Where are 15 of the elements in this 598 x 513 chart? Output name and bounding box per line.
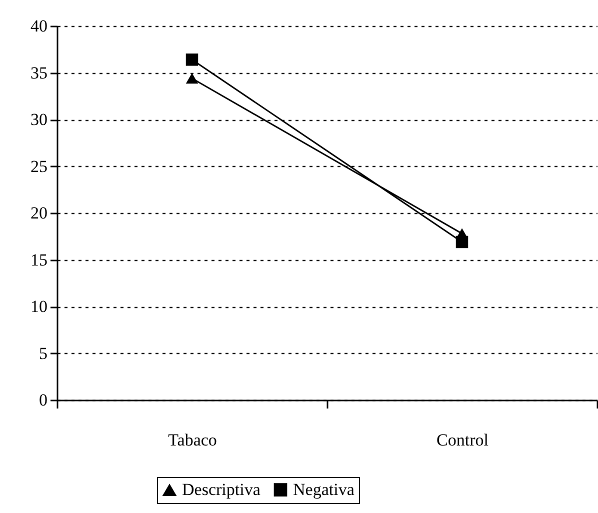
legend-label: Descriptiva	[182, 480, 261, 500]
legend-label: Negativa	[293, 480, 355, 499]
y-tick-label: 25	[30, 156, 48, 176]
x-tick-label: Tabaco	[168, 430, 217, 450]
y-tick-label: 5	[39, 344, 48, 363]
point	[456, 236, 468, 248]
x-tick-label: Control	[436, 430, 489, 450]
y-tick-label: 40	[30, 16, 48, 36]
y-tick-label: 0	[39, 390, 48, 410]
y-tick-label: 10	[30, 297, 48, 316]
y-tick-label: 20	[30, 204, 48, 222]
y-tick-label: 35	[30, 63, 48, 82]
point	[186, 54, 198, 66]
y-tick-label: 30	[30, 110, 48, 129]
y-tick-label: 15	[30, 250, 48, 270]
